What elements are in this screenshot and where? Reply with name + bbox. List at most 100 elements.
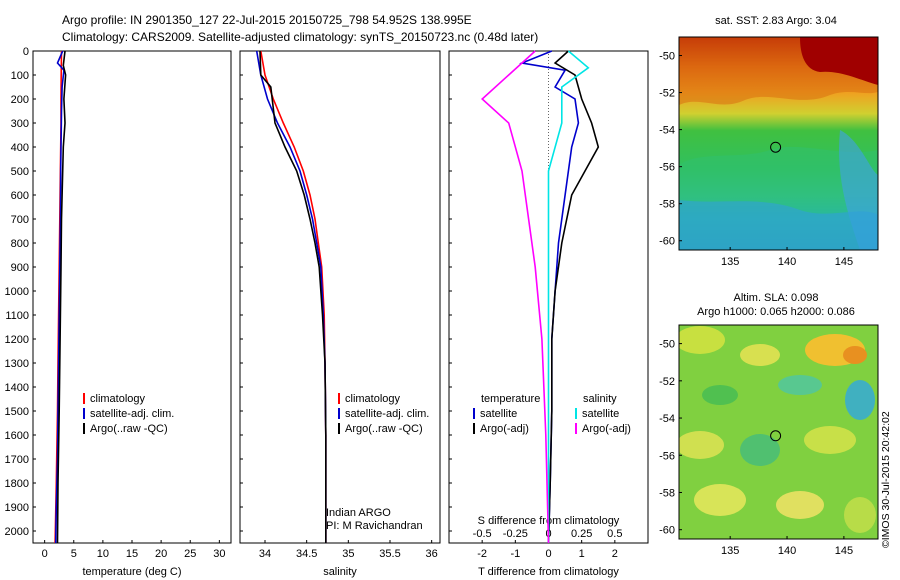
header-line-1: Argo profile: IN 2901350_127 22-Jul-2015… [62, 13, 472, 27]
diff-legend-title-salinity: salinity [583, 393, 617, 405]
salinity-panel-frame [239, 50, 441, 544]
x-tick-label: 20 [155, 548, 167, 560]
y-tick-label: 1000 [5, 286, 29, 298]
sla-map-y-tick-label: -60 [659, 525, 675, 537]
y-tick-label: 1200 [5, 334, 29, 346]
sst-map-x-tick-label: 145 [835, 256, 853, 268]
x-tick-label: 34 [259, 548, 271, 560]
x-tick-label: 1 [579, 548, 585, 560]
imos-watermark: ©IMOS 30-Jul-2015 20:42:02 [880, 411, 892, 548]
sla-map-x-tick-label: 140 [778, 545, 796, 557]
sst-map-y-tick-label: -58 [659, 199, 675, 211]
sst-map-y-tick-label: -50 [659, 51, 675, 63]
sla-map-y-tick-label: -50 [659, 339, 675, 351]
x-top-tick-label: 0.5 [607, 528, 622, 540]
sla-map-subtitle: Argo h1000: 0.065 h2000: 0.086 [697, 306, 855, 318]
salinity-legend-label: climatology [345, 393, 401, 405]
salinity-annotation: PI: M Ravichandran [326, 520, 423, 532]
salinity-legend-label: Argo(..raw -QC) [345, 423, 423, 435]
y-tick-label: 1600 [5, 430, 29, 442]
temperature-legend-label: climatology [90, 393, 146, 405]
diff-legend-salinity-label: satellite [582, 408, 619, 420]
temperature-legend-label: Argo(..raw -QC) [90, 423, 168, 435]
x-top-tick-label: 0.25 [571, 528, 592, 540]
y-tick-label: 1100 [5, 310, 29, 322]
sla-map-x-tick-label: 145 [835, 545, 853, 557]
header-line-2: Climatology: CARS2009. Satellite-adjuste… [62, 30, 538, 44]
y-tick-label: 0 [23, 46, 29, 58]
y-tick-label: 1800 [5, 478, 29, 490]
x-tick-label: 35.5 [379, 548, 400, 560]
y-tick-label: 600 [11, 190, 29, 202]
x-tick-label: 10 [97, 548, 109, 560]
temperature-panel-frame [32, 50, 232, 544]
sla-map-argo-marker [770, 430, 782, 442]
y-tick-label: 400 [11, 142, 29, 154]
salinity-annotation: Indian ARGO [326, 507, 391, 519]
sla-map-y-tick-label: -56 [659, 450, 675, 462]
y-tick-label: 900 [11, 262, 29, 274]
sla-map-frame [678, 324, 879, 540]
x-tick-label: -1 [510, 548, 520, 560]
diff-legend-title-temperature: temperature [481, 393, 540, 405]
sst-map-y-tick-label: -52 [659, 88, 675, 100]
x-top-tick-label: -0.5 [473, 528, 492, 540]
x-tick-label: 25 [184, 548, 196, 560]
series-line-argo-raw-qc- [259, 50, 327, 543]
x-tick-label: 30 [213, 548, 225, 560]
sst-map-image [679, 37, 878, 250]
sla-map-title: Altim. SLA: 0.098 [734, 292, 819, 304]
sla-map-x-tick-label: 135 [721, 545, 739, 557]
y-tick-label: 2000 [5, 526, 29, 538]
x-tick-label: 35 [342, 548, 354, 560]
series-line-temperature-argo-adj- [547, 50, 600, 544]
diff-legend-salinity-label: Argo(-adj) [582, 423, 631, 435]
y-tick-label: 1900 [5, 502, 29, 514]
salinity-legend-label: satellite-adj. clim. [345, 408, 429, 420]
sst-map-x-tick-label: 135 [721, 256, 739, 268]
series-line-argo-raw-qc- [56, 50, 67, 544]
sst-map-argo-marker [770, 141, 782, 153]
x-tick-label: 5 [71, 548, 77, 560]
sla-map-image [679, 325, 878, 539]
x-axis-label: T difference from climatology [478, 566, 619, 578]
sst-map-title: sat. SST: 2.83 Argo: 3.04 [715, 15, 837, 27]
y-tick-label: 100 [11, 70, 29, 82]
y-tick-label: 500 [11, 166, 29, 178]
y-tick-label: 1700 [5, 454, 29, 466]
sst-map-x-tick-label: 140 [778, 256, 796, 268]
y-tick-label: 700 [11, 214, 29, 226]
sla-map-y-tick-label: -52 [659, 376, 675, 388]
y-tick-label: 1300 [5, 358, 29, 370]
series-line-salinity-argo-adj- [481, 50, 550, 544]
y-tick-label: 1500 [5, 406, 29, 418]
x-tick-label: 2 [612, 548, 618, 560]
sst-map-frame [678, 36, 879, 251]
sst-map-y-tick-label: -54 [659, 125, 675, 137]
y-tick-label: 1400 [5, 382, 29, 394]
x-tick-label: 0 [42, 548, 48, 560]
y-tick-label: 800 [11, 238, 29, 250]
sst-map-y-tick-label: -56 [659, 162, 675, 174]
diff-legend-temperature-label: Argo(-adj) [480, 423, 529, 435]
y-tick-label: 300 [11, 118, 29, 130]
x-tick-label: 15 [126, 548, 138, 560]
x-axis-label: temperature (deg C) [82, 566, 181, 578]
sla-map-y-tick-label: -54 [659, 413, 675, 425]
series-line-salinity-satellite [547, 50, 590, 543]
y-tick-label: 200 [11, 94, 29, 106]
x-tick-label: 34.5 [296, 548, 317, 560]
x-tick-label: 0 [545, 548, 551, 560]
sla-map-y-tick-label: -58 [659, 487, 675, 499]
sst-map-y-tick-label: -60 [659, 236, 675, 248]
series-line-satellite-adj-clim- [54, 50, 65, 544]
series-line-climatology [260, 50, 327, 543]
diff-legend-temperature-label: satellite [480, 408, 517, 420]
x-tick-label: 36 [426, 548, 438, 560]
chart-content: 0100200300400500600700800900100011001200… [5, 46, 854, 578]
temperature-legend-label: satellite-adj. clim. [90, 408, 174, 420]
x-top-tick-label: -0.25 [503, 528, 528, 540]
series-line-satellite-adj-clim- [255, 50, 327, 543]
x-tick-label: -2 [477, 548, 487, 560]
